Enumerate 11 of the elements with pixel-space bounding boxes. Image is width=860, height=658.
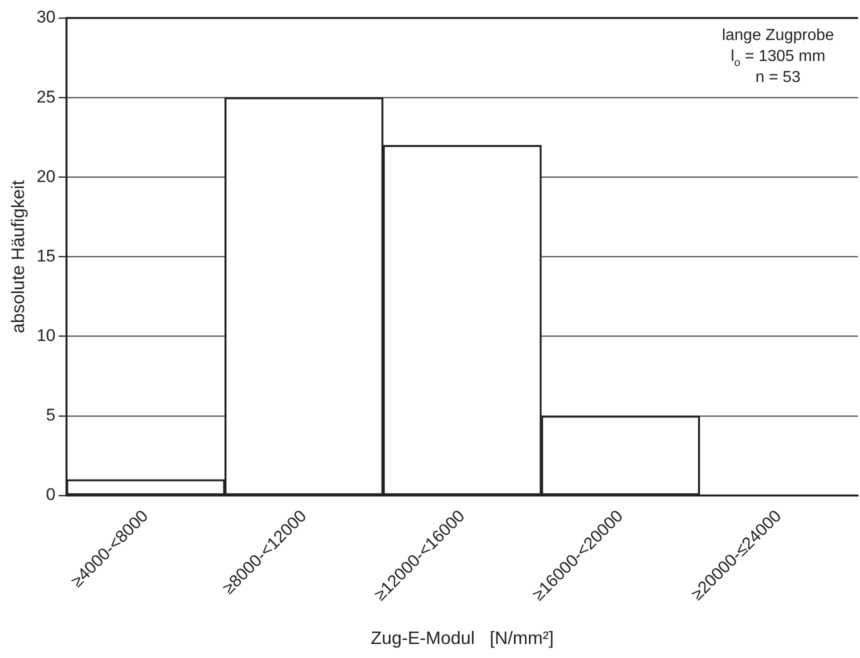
x-axis-title: Zug-E-Modul [N/mm²] (370, 628, 554, 648)
annotation: n = 53 (756, 69, 801, 86)
y-axis-title: absolute Häufigkeit (8, 180, 28, 334)
y-tick-label: 20 (36, 166, 56, 186)
y-tick-label: 25 (36, 87, 56, 106)
y-tick-label: 15 (36, 246, 56, 266)
y-tick-label: 10 (36, 326, 56, 346)
y-tick-label: 5 (46, 406, 56, 425)
annotation: lange Zugprobe (722, 27, 834, 44)
y-tick-label: 30 (36, 8, 56, 27)
y-tick-label: 0 (46, 485, 56, 504)
